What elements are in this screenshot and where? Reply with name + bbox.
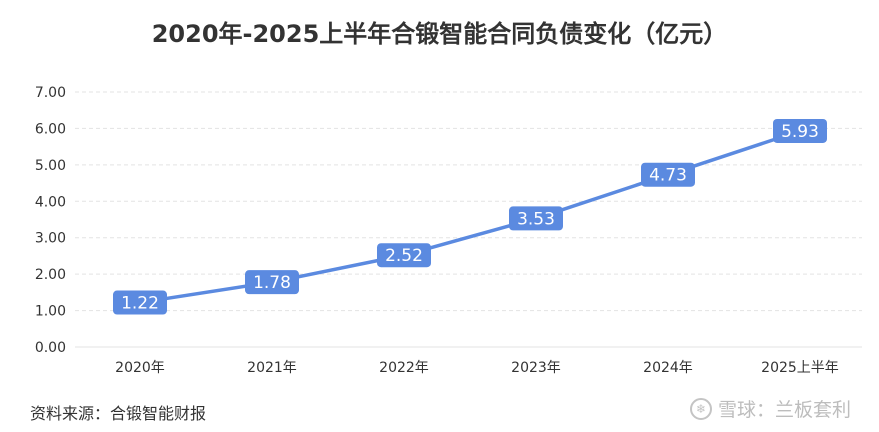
data-label-box (641, 162, 695, 187)
y-tick-label: 1.00 (35, 304, 66, 320)
chart-title: 2020年-2025上半年合锻智能合同负债变化（亿元） (151, 20, 728, 48)
data-label-text: 5.93 (781, 122, 819, 142)
watermark: ❄ 雪球：兰板套利 (689, 395, 851, 422)
data-point-label: 1.22 (113, 290, 167, 315)
series-line-layer (138, 129, 802, 305)
data-point-label: 3.53 (509, 206, 563, 231)
data-label-text: 1.22 (121, 294, 159, 314)
data-label-box (113, 290, 167, 315)
y-tick-label: 7.00 (35, 85, 66, 101)
data-label-box (509, 206, 563, 231)
y-axis-ticks: 0.00 1.00 2.00 3.00 4.00 5.00 6.00 7.00 (35, 85, 66, 356)
data-point-label: 1.78 (245, 270, 299, 295)
data-label-text: 4.73 (649, 166, 687, 186)
data-point-label: 2.52 (377, 243, 431, 268)
data-label-box (773, 118, 827, 143)
x-tick-label: 2021年 (247, 360, 297, 376)
gridlines (75, 91, 862, 348)
source-note: 资料来源：合锻智能财报 (30, 404, 207, 423)
x-tick-label: 2022年 (379, 360, 429, 376)
y-tick-label: 2.00 (35, 267, 66, 283)
y-tick-label: 6.00 (35, 121, 66, 137)
data-label-box (245, 270, 299, 295)
y-tick-label: 5.00 (35, 158, 66, 174)
y-tick-label: 4.00 (35, 194, 66, 210)
x-tick-label: 2024年 (643, 360, 693, 376)
x-tick-label: 2020年 (115, 360, 165, 376)
y-tick-label: 0.00 (35, 340, 66, 356)
data-label-text: 3.53 (517, 209, 555, 229)
data-label-text: 2.52 (385, 246, 423, 266)
x-tick-label: 2025上半年 (761, 360, 839, 376)
watermark-text: 雪球：兰板套利 (717, 399, 851, 421)
snowball-logo-icon: ❄ (689, 397, 712, 420)
data-label-text: 1.78 (253, 273, 291, 293)
x-tick-label: 2023年 (511, 360, 561, 376)
x-axis-ticks: 2020年 2021年 2022年 2023年 2024年 2025上半年 (115, 360, 839, 376)
y-tick-label: 3.00 (35, 231, 66, 247)
data-label-box (377, 243, 431, 268)
series-line (138, 129, 802, 305)
data-point-label: 5.93 (773, 118, 827, 143)
data-labels: 1.22 1.78 2.52 3.53 4.73 5.93 (113, 118, 827, 315)
data-point-label: 4.73 (641, 162, 695, 187)
